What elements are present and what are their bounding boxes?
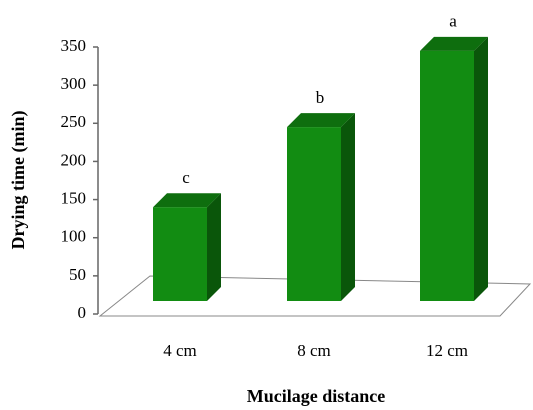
x-tick-label: 8 cm xyxy=(297,341,331,360)
x-tick-label: 12 cm xyxy=(426,341,468,360)
y-tick-label: 350 xyxy=(61,36,87,55)
bar-side xyxy=(341,113,355,301)
y-tick-label: 250 xyxy=(61,112,87,131)
bar xyxy=(420,50,474,301)
bar-side xyxy=(474,36,488,302)
annotation: c xyxy=(182,168,190,187)
bar-top xyxy=(420,36,488,51)
bar-top xyxy=(287,113,355,128)
bar xyxy=(287,127,341,301)
x-axis-label: Mucilage distance xyxy=(247,386,385,406)
y-axis-label: Drying time (min) xyxy=(8,111,29,250)
annotation: b xyxy=(316,88,325,107)
y-tick-label: 300 xyxy=(61,74,87,93)
y-tick-label: 0 xyxy=(78,303,87,322)
y-tick-label: 200 xyxy=(61,150,87,169)
y-tick-label: 150 xyxy=(61,188,87,207)
y-tick-label: 50 xyxy=(69,265,86,284)
bar-top xyxy=(153,193,221,208)
x-tick-label: 4 cm xyxy=(163,341,197,360)
bar-side xyxy=(207,193,221,301)
annotation: a xyxy=(449,12,457,31)
y-tick-label: 100 xyxy=(61,227,87,246)
bar xyxy=(153,207,207,301)
